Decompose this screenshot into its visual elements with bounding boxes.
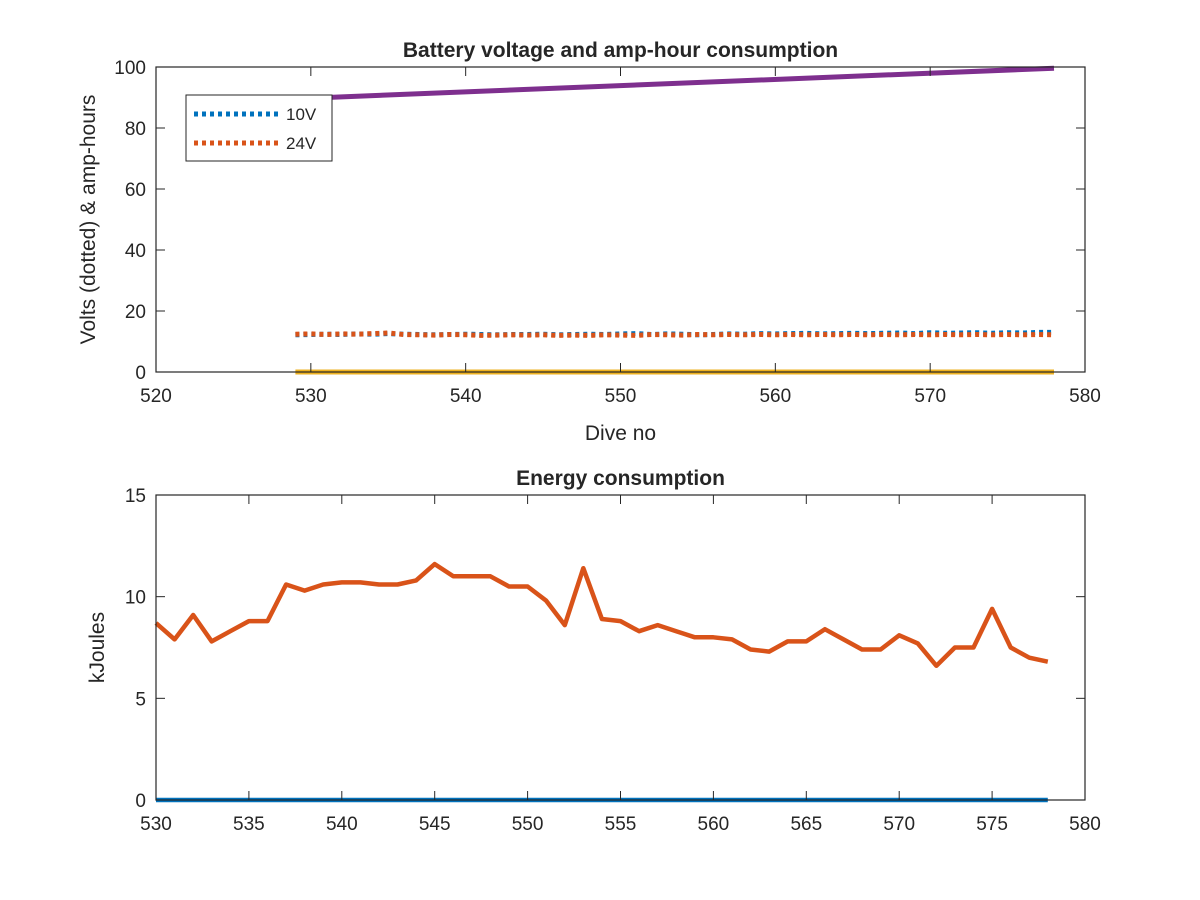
y-tick-label: 15 <box>125 486 146 507</box>
y-axis-label: kJoules <box>86 612 109 683</box>
y-tick-label: 0 <box>135 791 146 812</box>
legend: 10V 24V <box>185 94 333 162</box>
x-tick-label: 580 <box>1069 386 1101 407</box>
x-tick-label: 555 <box>605 814 637 835</box>
x-tick-label: 530 <box>295 386 327 407</box>
series-line-2 <box>154 561 1049 669</box>
y-axis-label: Volts (dotted) & amp-hours <box>77 95 100 345</box>
y-tick-label: 20 <box>125 302 146 323</box>
x-tick-label: 550 <box>512 814 544 835</box>
series-line-24v <box>295 330 1055 338</box>
y-tick-label: 0 <box>135 363 146 384</box>
chart-title: Energy consumption <box>516 467 725 490</box>
x-tick-label: 520 <box>140 386 172 407</box>
x-tick-label: 540 <box>326 814 358 835</box>
y-tick-label: 60 <box>125 180 146 201</box>
voltage-amphour-chart: 520 530 540 550 560 570 580 0 20 40 60 80 100 Batter… <box>77 39 1101 445</box>
x-tick-label: 550 <box>605 386 637 407</box>
x-tick-label: 580 <box>1069 814 1101 835</box>
x-tick-label: 560 <box>759 386 791 407</box>
energy-consumption-chart: 530 535 540 545 550 555 560 565 570 575 580051015 … <box>86 467 1101 835</box>
y-tick-label: 5 <box>135 689 146 710</box>
legend-label: 24V <box>286 134 317 153</box>
x-tick-label: 570 <box>914 386 946 407</box>
series-line-4 <box>295 65 1055 102</box>
x-tick-label: 565 <box>790 814 822 835</box>
y-tick-label: 80 <box>125 119 146 140</box>
y-tick-label: 10 <box>125 588 146 609</box>
x-tick-label: 575 <box>976 814 1008 835</box>
legend-box <box>185 94 333 162</box>
x-tick-label: 530 <box>140 814 172 835</box>
chart-title: Battery voltage and amp-hour consumption <box>403 39 838 62</box>
y-tick-label: 100 <box>114 58 146 79</box>
x-tick-label: 570 <box>883 814 915 835</box>
x-tick-label: 545 <box>419 814 451 835</box>
y-tick-label: 40 <box>125 241 146 262</box>
x-tick-label: 540 <box>450 386 482 407</box>
x-tick-label: 560 <box>698 814 730 835</box>
legend-label: 10V <box>286 105 317 124</box>
x-axis-label: Dive no <box>585 422 656 445</box>
x-tick-label: 535 <box>233 814 265 835</box>
